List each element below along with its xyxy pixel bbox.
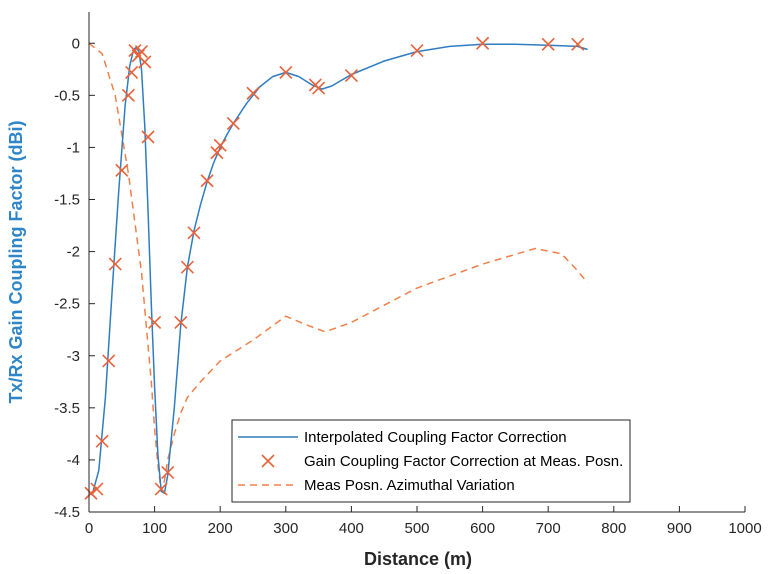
y-tick-label: -4 bbox=[67, 452, 80, 469]
data-point-marker bbox=[312, 81, 326, 95]
data-point-marker bbox=[115, 163, 129, 177]
marker-stroke bbox=[344, 68, 358, 83]
x-axis-title: Distance (m) bbox=[364, 549, 472, 569]
x-tick-label: 200 bbox=[208, 520, 233, 537]
legend-swatch-markers bbox=[261, 454, 275, 468]
marker-stroke bbox=[161, 465, 175, 479]
marker-stroke bbox=[410, 43, 424, 58]
marker-stroke bbox=[102, 354, 116, 368]
marker-stroke bbox=[84, 486, 98, 500]
marker-stroke bbox=[180, 260, 194, 274]
data-point-marker bbox=[246, 86, 260, 100]
data-point-marker bbox=[476, 36, 490, 50]
plot-lines bbox=[88, 42, 589, 495]
data-point-marker bbox=[210, 146, 224, 160]
legend: Interpolated Coupling Factor Correction … bbox=[231, 419, 631, 503]
data-point-marker bbox=[187, 226, 201, 240]
data-point-marker bbox=[95, 434, 109, 448]
data-point-marker bbox=[125, 65, 139, 79]
marker-stroke bbox=[279, 65, 293, 79]
data-point-marker bbox=[121, 88, 135, 102]
marker-stroke bbox=[138, 55, 152, 69]
legend-label-interpolated: Interpolated Coupling Factor Correction bbox=[304, 429, 567, 446]
marker-stroke bbox=[246, 86, 260, 100]
y-tick-label: -1.5 bbox=[54, 192, 80, 209]
y-tick-label: 0 bbox=[72, 35, 80, 52]
y-tick-label: -2.5 bbox=[54, 296, 80, 313]
marker-stroke bbox=[200, 174, 214, 188]
marker-stroke bbox=[541, 37, 555, 51]
data-point-marker bbox=[90, 482, 104, 496]
data-point-marker bbox=[279, 65, 293, 79]
marker-stroke bbox=[312, 81, 326, 95]
marker-stroke bbox=[571, 37, 585, 51]
x-tick-label: 1000 bbox=[728, 520, 761, 537]
marker-stroke bbox=[174, 315, 188, 329]
data-point-marker bbox=[213, 138, 227, 152]
series-line-interpolated bbox=[91, 43, 588, 495]
legend-label-azimuthal: Meas Posn. Azimuthal Variation bbox=[304, 477, 515, 494]
data-point-marker bbox=[174, 315, 188, 329]
marker-stroke bbox=[125, 65, 139, 79]
plot-markers bbox=[84, 36, 585, 500]
y-tick-label: -3.5 bbox=[54, 400, 80, 417]
x-tick-label: 300 bbox=[273, 520, 298, 537]
y-tick-label: -0.5 bbox=[54, 87, 80, 104]
x-tick-label: 600 bbox=[470, 520, 495, 537]
data-point-marker bbox=[138, 55, 152, 69]
marker-stroke bbox=[115, 163, 129, 177]
data-point-marker bbox=[226, 116, 240, 131]
marker-stroke bbox=[121, 88, 135, 102]
marker-stroke bbox=[134, 45, 149, 59]
x-tick-label: 700 bbox=[536, 520, 561, 537]
x-tick-label: 400 bbox=[339, 520, 364, 537]
data-point-marker bbox=[180, 260, 194, 274]
marker-stroke bbox=[141, 130, 155, 144]
legend-label-markers: Gain Coupling Factor Correction at Meas.… bbox=[304, 453, 623, 470]
marker-stroke bbox=[148, 315, 162, 329]
marker-stroke bbox=[90, 482, 104, 496]
marker-stroke bbox=[187, 226, 201, 240]
y-tick-label: -1 bbox=[67, 139, 80, 156]
x-tick-label: 500 bbox=[404, 520, 429, 537]
data-point-marker bbox=[200, 174, 214, 188]
x-tick-label: 800 bbox=[601, 520, 626, 537]
data-point-marker bbox=[141, 130, 155, 144]
x-tick-label: 900 bbox=[667, 520, 692, 537]
marker-stroke bbox=[95, 434, 109, 448]
marker-stroke bbox=[476, 36, 490, 50]
data-point-marker bbox=[84, 486, 98, 500]
y-axis-title: Tx/Rx Gain Coupling Factor (dBi) bbox=[6, 120, 26, 403]
legend-box bbox=[231, 419, 631, 503]
y-tick-label: -2 bbox=[67, 244, 80, 261]
marker-stroke bbox=[154, 482, 168, 496]
data-point-marker bbox=[541, 37, 555, 51]
data-point-marker bbox=[148, 315, 162, 329]
data-point-marker bbox=[108, 257, 122, 271]
data-point-marker bbox=[102, 354, 116, 368]
series-line-azimuthal-variation bbox=[88, 42, 589, 492]
tick-labels: 0 100 200 300 400 500 600 700 800 900 1000 0 -0.5 -1 -… bbox=[54, 35, 762, 537]
y-tick-label: -3 bbox=[67, 348, 80, 365]
marker-stroke bbox=[210, 146, 224, 160]
y-tick-label: -4.5 bbox=[54, 504, 80, 521]
data-point-marker bbox=[571, 37, 585, 51]
axes bbox=[88, 12, 746, 513]
marker-stroke bbox=[108, 257, 122, 271]
data-point-marker bbox=[134, 45, 149, 59]
marker-stroke bbox=[213, 138, 227, 152]
data-point-marker bbox=[154, 482, 168, 496]
data-point-marker bbox=[410, 43, 424, 58]
marker-stroke bbox=[128, 43, 142, 58]
data-point-marker bbox=[344, 68, 358, 83]
x-tick-label: 100 bbox=[142, 520, 167, 537]
x-tick-label: 0 bbox=[85, 520, 93, 537]
marker-stroke bbox=[226, 116, 240, 131]
data-point-marker bbox=[161, 465, 175, 479]
